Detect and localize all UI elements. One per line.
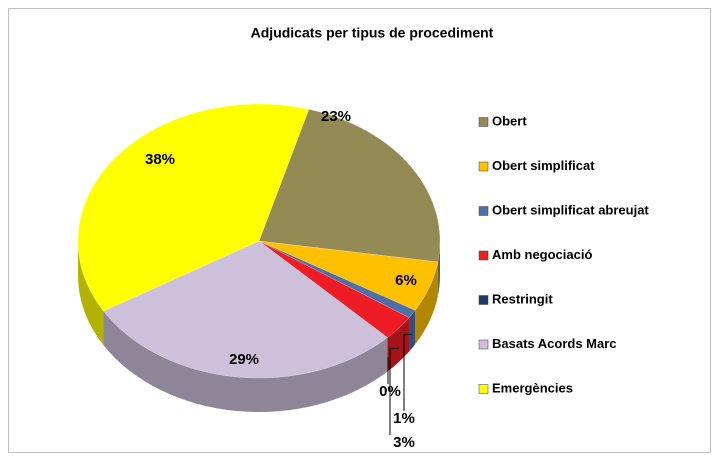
pie-slice <box>103 240 388 379</box>
data-label: 23% <box>321 108 351 125</box>
leader-line <box>389 347 399 435</box>
pie-side-shade <box>103 311 388 412</box>
pie-side <box>437 241 440 296</box>
pie-slice <box>77 103 310 312</box>
legend-label: Obert simplificat <box>492 158 595 173</box>
pie-side <box>103 311 388 412</box>
legend-swatch <box>478 117 489 127</box>
data-label: 6% <box>395 272 417 289</box>
pie-side-shade <box>78 241 104 346</box>
legend-label: Amb negociació <box>492 247 592 262</box>
pie-side-shade <box>437 241 440 296</box>
data-label: 3% <box>393 434 415 451</box>
legend-swatch <box>478 384 489 394</box>
data-label: 29% <box>229 351 259 368</box>
data-label: 0% <box>379 383 401 400</box>
pie-side-shade <box>415 261 438 345</box>
legend-swatch <box>478 295 489 305</box>
data-label: 38% <box>145 151 175 168</box>
pie-side <box>415 261 438 345</box>
legend-swatch <box>478 250 489 261</box>
chart-title: Adjudicats per tipus de procediment <box>251 25 494 41</box>
pie-slice <box>258 240 416 318</box>
legend-label: Emergències <box>492 380 573 395</box>
pie-side-shade <box>387 317 410 372</box>
legend-swatch <box>478 339 489 350</box>
pie-slice <box>258 109 441 263</box>
pie-slice <box>258 240 439 311</box>
legend-label: Obert <box>492 113 527 128</box>
pie-side <box>409 310 416 352</box>
pie-slice <box>258 240 410 338</box>
leader-line <box>387 357 389 384</box>
legend-label: Obert simplificat abreujat <box>492 202 649 217</box>
legend-label: Basats Acords Marc <box>492 336 617 351</box>
pie-side-shade <box>409 310 416 352</box>
legend-label: Restringit <box>492 291 553 306</box>
pie-side <box>387 317 410 372</box>
data-label: 1% <box>393 410 415 427</box>
legend-swatch <box>478 161 489 172</box>
legend-swatch <box>478 206 489 216</box>
pie-side <box>78 241 104 346</box>
leader-line <box>403 333 413 411</box>
